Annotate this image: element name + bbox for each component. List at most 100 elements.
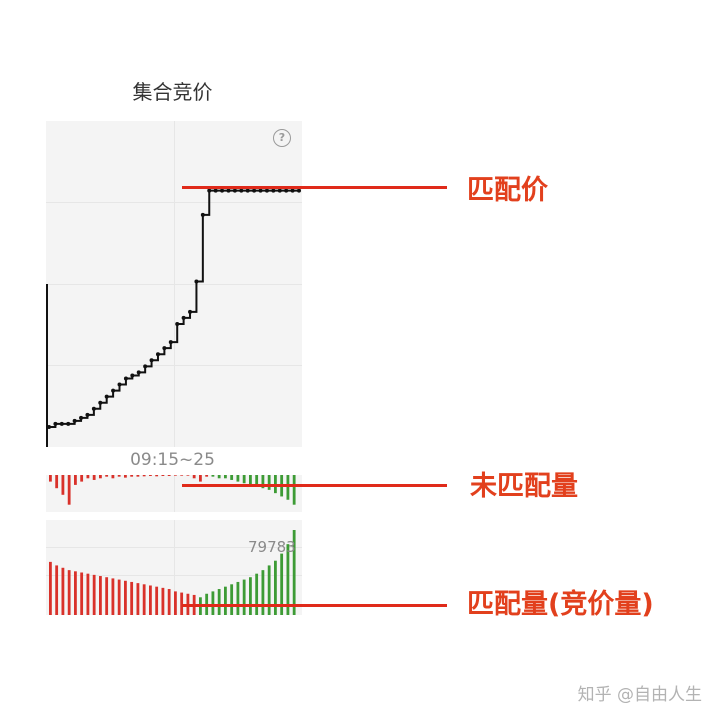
matched-bar <box>286 544 290 615</box>
unmatched-bar <box>211 475 215 477</box>
unmatched-bar <box>130 475 134 477</box>
price-point <box>72 418 77 423</box>
price-point <box>47 424 51 429</box>
matched-bar <box>136 583 140 615</box>
unmatched-volume-panel <box>46 475 302 512</box>
unmatched-bar <box>55 475 59 489</box>
price-point <box>207 188 212 193</box>
time-range-label: 09:15~25 <box>130 450 215 470</box>
price-point <box>136 370 141 375</box>
price-point <box>53 421 58 426</box>
annotation-match-price: 匹配价 <box>467 175 548 206</box>
matched-bar <box>86 573 90 615</box>
price-point <box>277 188 282 193</box>
matched-bar <box>249 577 252 615</box>
price-point <box>284 188 289 193</box>
unmatched-bar <box>180 475 184 476</box>
unmatched-bar <box>111 475 115 479</box>
unmatched-bar <box>149 475 152 476</box>
unmatched-bar <box>224 475 227 479</box>
grid-line <box>46 284 302 285</box>
matched-bar <box>261 570 265 615</box>
matched-bar <box>224 586 227 615</box>
price-point <box>168 340 173 345</box>
price-point <box>264 188 269 193</box>
unmatched-bar <box>86 475 90 479</box>
matched-bar <box>67 570 71 615</box>
matched-bar <box>142 584 146 615</box>
unmatched-bar <box>230 475 234 480</box>
grid-line <box>46 202 302 203</box>
matched-bar <box>267 565 271 615</box>
matched-volume-bar-chart <box>49 530 296 615</box>
matched-bar <box>80 572 84 615</box>
match-price-line-chart <box>46 188 301 447</box>
unmatched-bar <box>142 475 146 477</box>
matched-bar <box>149 585 152 615</box>
match-price-panel <box>46 121 302 447</box>
matched-bar <box>161 587 165 615</box>
price-point <box>79 415 84 420</box>
price-point <box>220 188 225 193</box>
matched-bar <box>99 576 102 615</box>
matched-bar <box>242 579 246 615</box>
annotation-line-matched-volume <box>182 604 447 607</box>
unmatched-bar <box>192 475 196 479</box>
price-point <box>297 188 301 193</box>
unmatched-bar <box>292 475 296 505</box>
price-point <box>290 188 295 193</box>
price-point <box>258 188 263 193</box>
price-point <box>213 188 218 193</box>
price-point <box>194 279 199 284</box>
unmatched-bar <box>199 475 202 482</box>
price-point <box>155 352 160 357</box>
price-point <box>143 364 148 369</box>
price-point <box>111 388 116 393</box>
matched-bar <box>61 567 65 615</box>
matched-bar <box>74 571 77 615</box>
annotation-matched-volume: 匹配量(竞价量) <box>467 589 654 620</box>
matched-bar <box>255 573 259 615</box>
matched-bar <box>274 560 277 615</box>
grid-line <box>174 520 175 615</box>
price-point <box>130 373 135 378</box>
grid-line <box>46 575 302 576</box>
unmatched-bar <box>167 475 171 476</box>
price-point <box>188 309 193 314</box>
matched-bar <box>111 578 115 615</box>
price-point <box>239 188 244 193</box>
unmatched-bar <box>261 475 265 489</box>
unmatched-bar <box>124 475 127 478</box>
matched-bar <box>230 584 234 615</box>
price-point <box>245 188 250 193</box>
unmatched-bar <box>186 475 190 476</box>
price-point <box>181 315 186 320</box>
matched-bar <box>217 589 221 615</box>
annotation-unmatched-volume: 未匹配量 <box>470 471 578 502</box>
price-line <box>46 189 299 447</box>
unmatched-bar <box>80 475 84 482</box>
matched-bar <box>292 530 296 615</box>
matched-bar <box>55 565 59 615</box>
matched-bar <box>92 574 96 615</box>
price-point <box>98 400 103 405</box>
unmatched-bar <box>174 475 177 476</box>
price-point <box>104 394 109 399</box>
price-point <box>162 346 167 351</box>
unmatched-bar <box>249 475 252 485</box>
watermark: 知乎 @自由人生 <box>577 685 702 705</box>
price-point <box>149 358 154 363</box>
matched-bar <box>49 561 52 615</box>
price-point <box>117 382 122 387</box>
help-icon[interactable]: ? <box>273 129 291 147</box>
annotation-line-unmatched-volume <box>182 484 447 487</box>
matched-bar <box>155 586 159 615</box>
price-point <box>252 188 257 193</box>
grid-line <box>46 365 302 366</box>
price-point <box>271 188 276 193</box>
price-point <box>200 212 205 217</box>
unmatched-bar <box>99 475 102 479</box>
matched-bar <box>105 577 109 615</box>
price-point <box>175 321 180 326</box>
price-point <box>59 421 64 426</box>
